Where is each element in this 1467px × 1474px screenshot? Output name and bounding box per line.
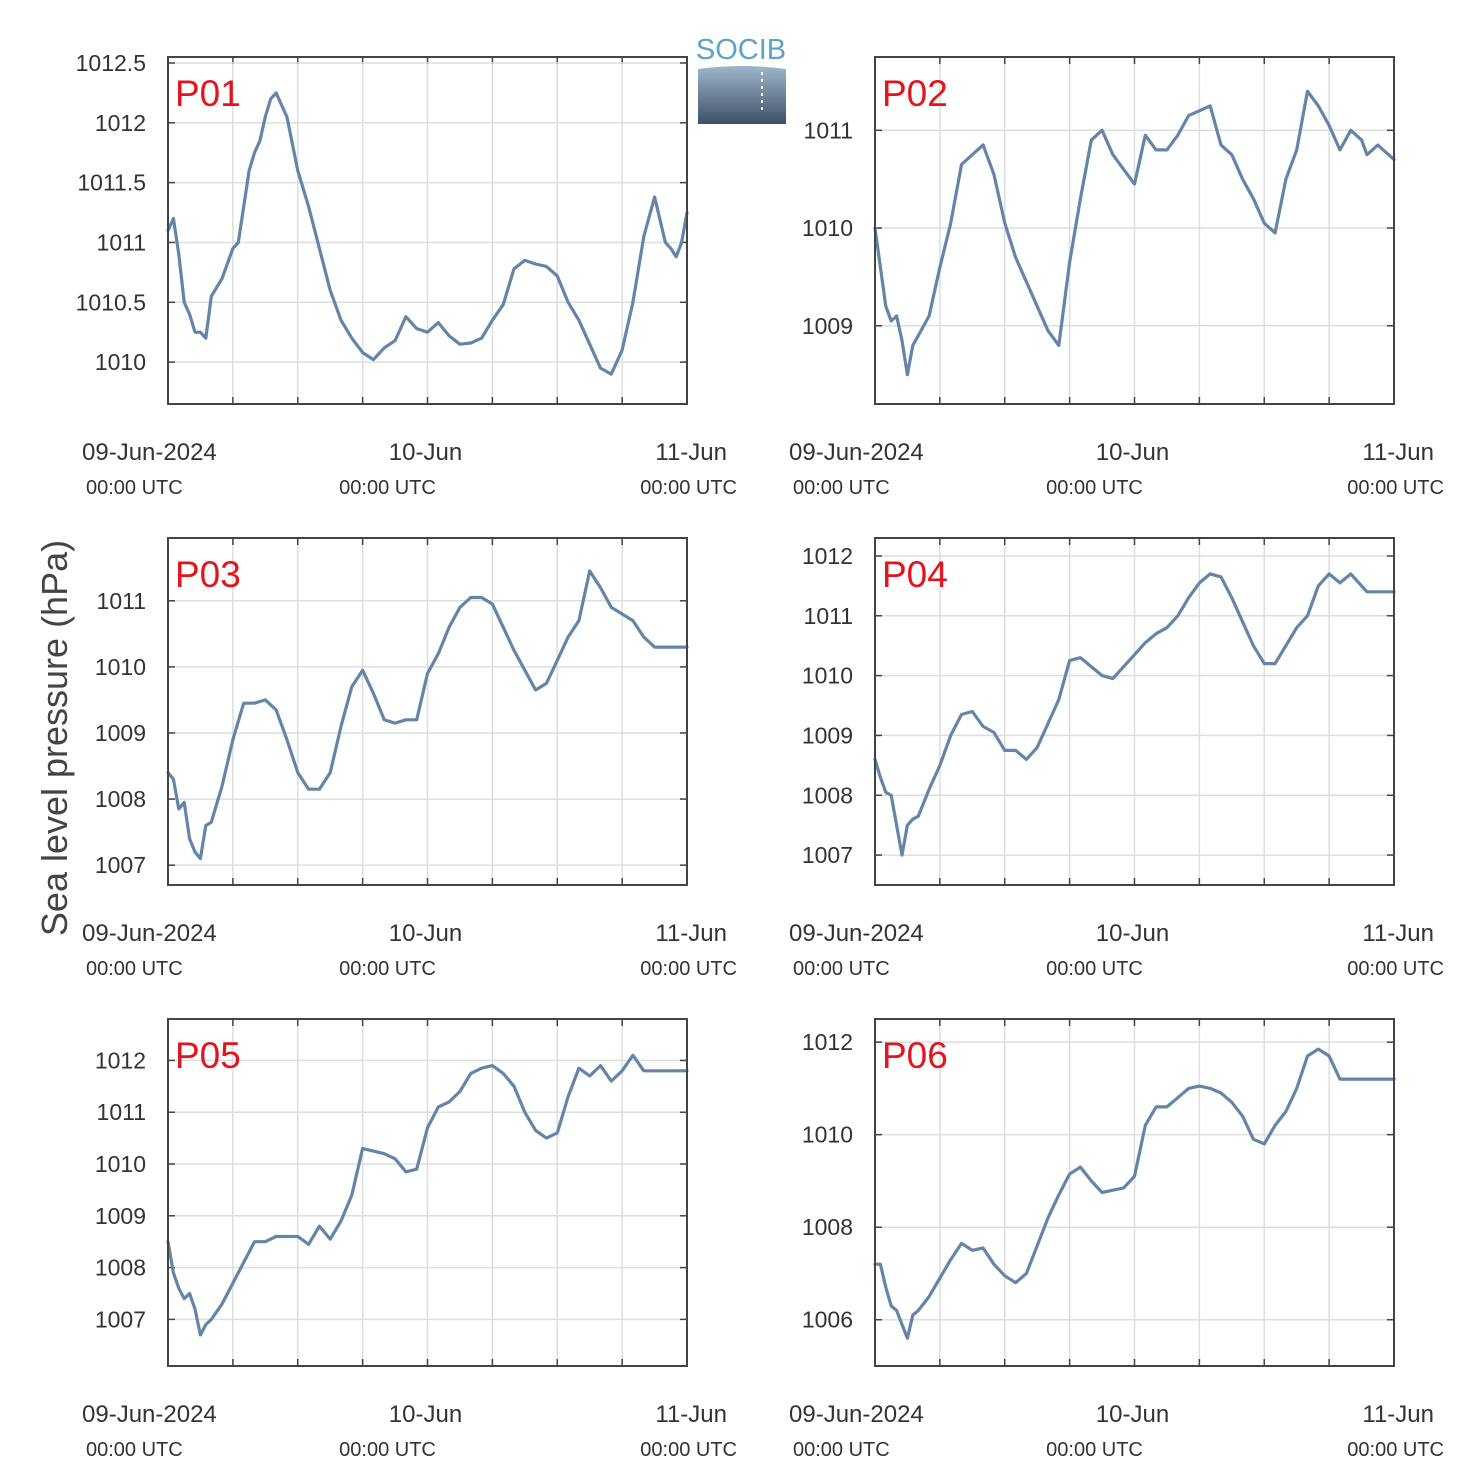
x-tick-sublabel: 00:00 UTC	[640, 958, 737, 980]
chart-panel-p03: 1007 1008 1009 1010 1011 P03 09-Jun-2024 00:00 …	[82, 537, 737, 980]
x-tick-sublabel: 00:00 UTC	[1347, 477, 1444, 499]
y-tick-label: 1009	[802, 722, 853, 748]
y-tick-label: 1010	[95, 654, 146, 680]
x-tick-label: 11-Jun	[1362, 1401, 1434, 1428]
y-tick-label: 1006	[802, 1307, 853, 1333]
y-tick-label: 1011	[97, 588, 146, 614]
x-tick-sublabel: 00:00 UTC	[339, 1439, 436, 1461]
y-tick-label: 1012	[802, 543, 853, 569]
y-tick-label: 1009	[95, 1203, 146, 1229]
panel-label: P06	[882, 1035, 948, 1076]
plot-frame	[874, 1018, 1395, 1367]
panel-label: P03	[175, 554, 241, 595]
x-tick-label: 11-Jun	[1362, 439, 1434, 466]
x-tick-label: 10-Jun	[1096, 920, 1169, 947]
y-tick-label: 1007	[802, 842, 853, 868]
x-tick-sublabel: 00:00 UTC	[86, 958, 183, 980]
x-tick-label: 10-Jun	[389, 1401, 462, 1428]
chart-panel-p04: 1007 1008 1009 1010 1011 1012 P04 09-Jun-2024 00…	[789, 537, 1444, 980]
x-tick-sublabel: 00:00 UTC	[1046, 958, 1143, 980]
x-tick-sublabel: 00:00 UTC	[1046, 477, 1143, 499]
x-tick-sublabel: 00:00 UTC	[793, 1439, 890, 1461]
y-tick-label: 1010	[802, 215, 853, 241]
y-tick-label: 1011	[97, 1099, 146, 1125]
y-tick-label: 1012	[95, 110, 146, 136]
series-line	[166, 1053, 689, 1337]
y-tick-label: 1008	[95, 786, 146, 812]
x-tick-sublabel: 00:00 UTC	[1046, 1439, 1143, 1461]
series-line	[166, 91, 689, 376]
y-tick-label: 1010.5	[76, 289, 146, 315]
chart-panel-p01: 1010 1010.5 1011 1011.5 1012 1012.5 P01 09-Jun-…	[76, 50, 737, 499]
x-tick-label: 09-Jun-2024	[82, 439, 217, 466]
y-tick-label: 1010	[95, 349, 146, 375]
panel-label: P02	[882, 73, 948, 114]
x-tick-label: 10-Jun	[389, 439, 462, 466]
x-tick-label: 11-Jun	[655, 1401, 727, 1428]
socib-logo-text: SOCIB	[696, 34, 786, 66]
series-line	[873, 1047, 1396, 1340]
x-tick-label: 09-Jun-2024	[82, 1401, 217, 1428]
x-tick-sublabel: 00:00 UTC	[1347, 958, 1444, 980]
y-tick-label: 1010	[802, 663, 853, 689]
x-tick-label: 11-Jun	[655, 439, 727, 466]
series-line	[873, 89, 1396, 377]
y-tick-label: 1008	[95, 1255, 146, 1281]
x-tick-sublabel: 00:00 UTC	[640, 477, 737, 499]
series-line	[166, 569, 689, 861]
plot-frame	[874, 56, 1395, 405]
series-line	[873, 572, 1396, 857]
x-tick-label: 10-Jun	[1096, 439, 1169, 466]
x-tick-sublabel: 00:00 UTC	[793, 958, 890, 980]
plot-frame	[167, 56, 688, 405]
chart-panels: 1010 1010.5 1011 1011.5 1012 1012.5 P01 09-Jun-…	[76, 50, 1444, 1461]
x-tick-label: 11-Jun	[655, 920, 727, 947]
plot-frame	[874, 537, 1395, 886]
x-tick-sublabel: 00:00 UTC	[339, 958, 436, 980]
y-tick-label: 1008	[802, 782, 853, 808]
chart-panel-p06: 1006 1008 1010 1012 P06 09-Jun-2024 00:00 UTC 1…	[789, 1018, 1444, 1461]
y-tick-label: 1007	[95, 852, 146, 878]
y-tick-label: 1012.5	[76, 50, 146, 76]
x-tick-sublabel: 00:00 UTC	[1347, 1439, 1444, 1461]
panel-label: P04	[882, 554, 948, 595]
chart-panel-p05: 1007 1008 1009 1010 1011 1012 P05 09-Jun-2024 00…	[82, 1018, 737, 1461]
x-tick-label: 11-Jun	[1362, 920, 1434, 947]
y-axis-label: Sea level pressure (hPa)	[34, 540, 75, 936]
chart-panel-p02: 1009 1010 1011 P02 09-Jun-2024 00:00 UTC 10-Ju…	[789, 56, 1444, 499]
x-tick-label: 09-Jun-2024	[82, 920, 217, 947]
y-tick-label: 1011	[97, 229, 146, 255]
x-tick-label: 09-Jun-2024	[789, 920, 924, 947]
x-tick-sublabel: 00:00 UTC	[640, 1439, 737, 1461]
y-tick-label: 1010	[802, 1122, 853, 1148]
socib-logo: SOCIB	[696, 34, 786, 124]
panel-label: P01	[175, 73, 241, 114]
x-tick-sublabel: 00:00 UTC	[793, 477, 890, 499]
y-tick-label: 1011.5	[77, 170, 146, 196]
socib-logo-wave	[698, 66, 786, 124]
x-tick-label: 10-Jun	[389, 920, 462, 947]
y-tick-label: 1011	[804, 117, 853, 143]
x-tick-label: 09-Jun-2024	[789, 439, 924, 466]
y-tick-label: 1011	[804, 603, 853, 629]
plot-frame	[167, 1018, 688, 1367]
y-tick-label: 1012	[95, 1047, 146, 1073]
panel-label: P05	[175, 1035, 241, 1076]
x-tick-sublabel: 00:00 UTC	[339, 477, 436, 499]
y-tick-label: 1008	[802, 1214, 853, 1240]
y-tick-label: 1009	[802, 313, 853, 339]
y-tick-label: 1012	[802, 1029, 853, 1055]
y-tick-label: 1010	[95, 1151, 146, 1177]
x-tick-label: 10-Jun	[1096, 1401, 1169, 1428]
x-tick-sublabel: 00:00 UTC	[86, 477, 183, 499]
x-tick-sublabel: 00:00 UTC	[86, 1439, 183, 1461]
y-tick-label: 1007	[95, 1306, 146, 1332]
y-tick-label: 1009	[95, 720, 146, 746]
plot-frame	[167, 537, 688, 886]
x-tick-label: 09-Jun-2024	[789, 1401, 924, 1428]
